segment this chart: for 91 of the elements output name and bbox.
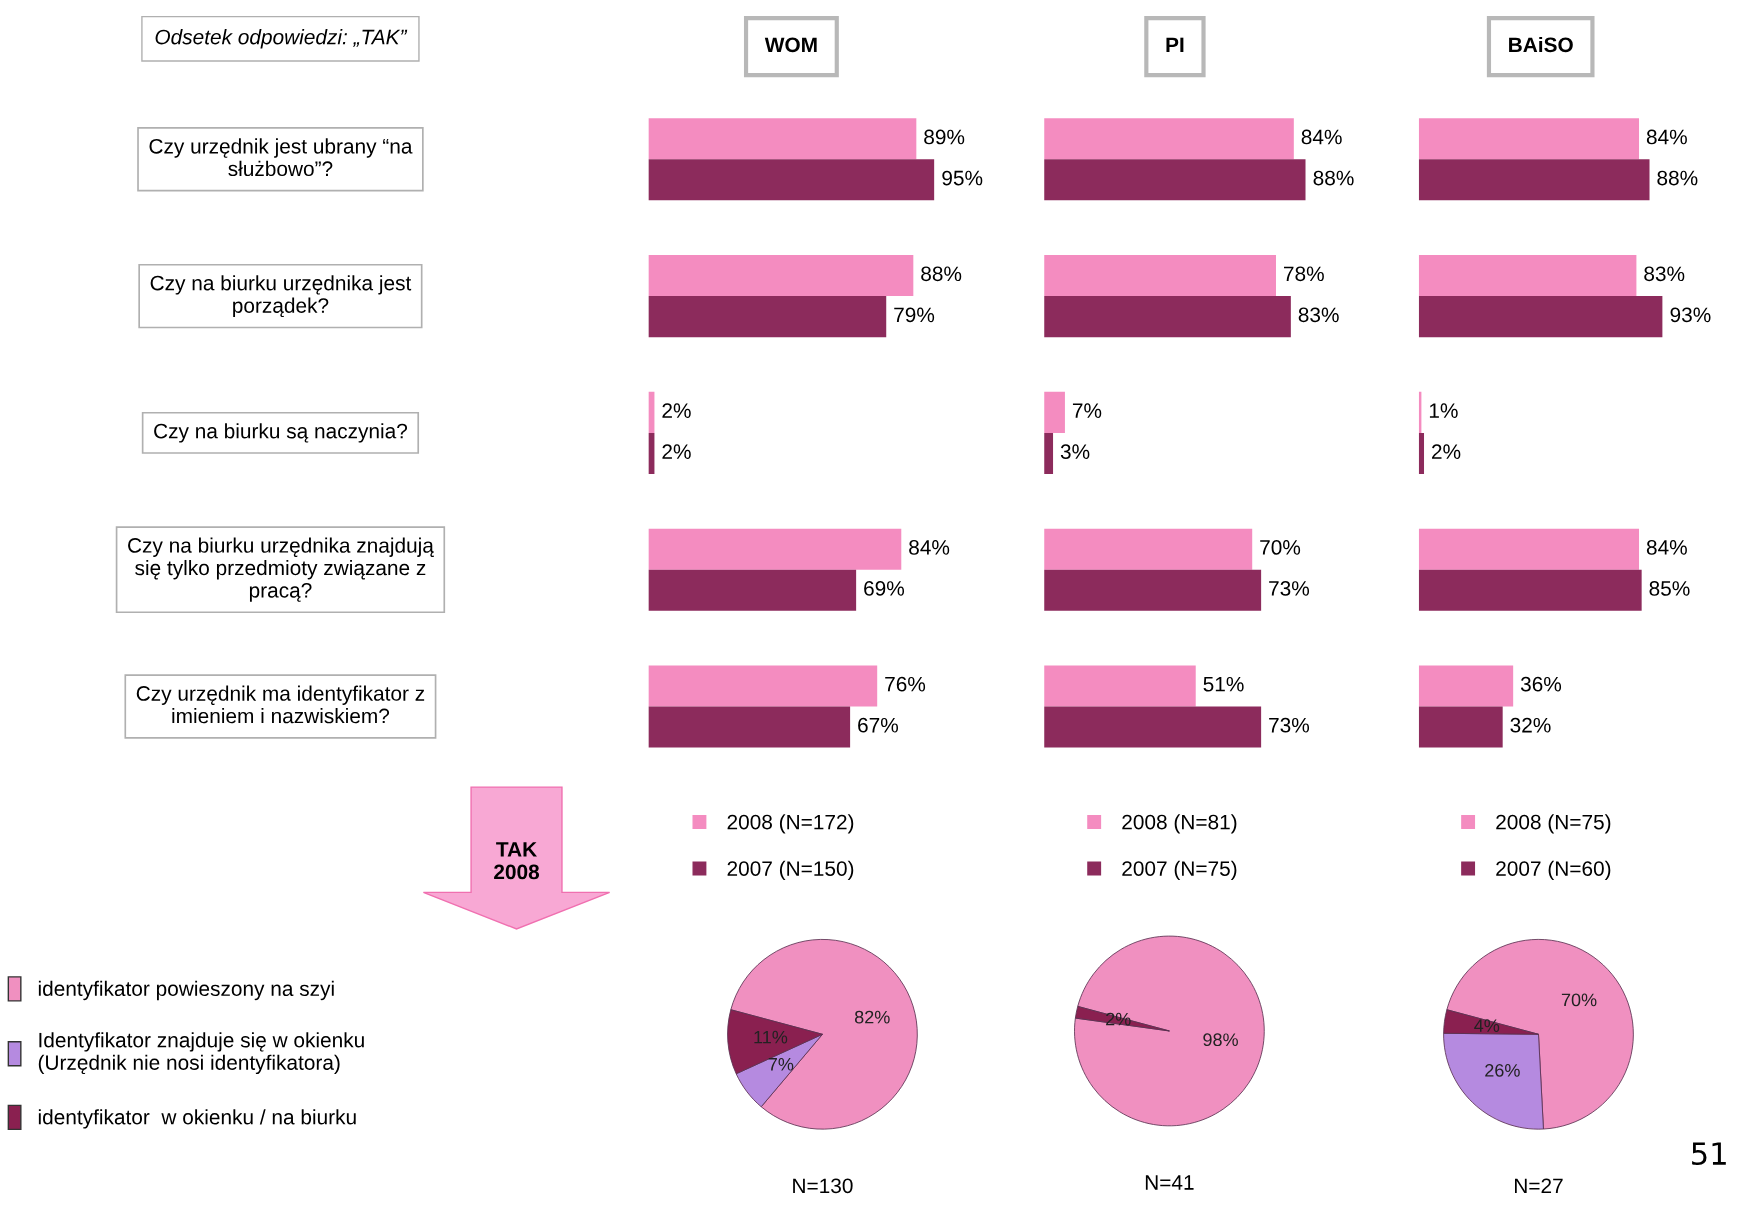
data-label: 70% [1561,993,1597,1007]
pie-slice [730,938,918,1130]
data-label: 2% [1432,444,1461,459]
bar [1418,569,1642,611]
legend-label: 2007 (N=75) [1122,860,1237,881]
text: 51 [1692,1142,1726,1166]
bar [1044,569,1262,611]
bar [1418,432,1425,474]
bar [1418,665,1514,707]
data-label: 73% [1269,581,1310,596]
data-label: 32% [1510,717,1551,733]
legend-label: identyfikator powieszony na szyi [38,980,334,1001]
bar [1044,528,1253,570]
legend-label: Identyfikator znajduje się w okienku (Urzędnik nie nosi identyfikatora) [38,1032,364,1075]
data-label: 76% [885,676,926,692]
bar [1418,296,1663,338]
y-tick-label: Czy na biurku urzędnika jest porządek? [150,275,412,318]
data-label: 51% [1203,676,1244,692]
data-label: 1% [1429,403,1458,418]
chart-title: PI [1166,37,1184,53]
text: Odsetek odpowiedzi: „TAK” [155,29,408,49]
legend-label: 2008 (N=172) [727,814,854,834]
y-tick-label: Czy na biurku urzędnika znajdują się tylko przedmioty związane z pracą? [128,537,434,602]
pie-slice [1074,935,1265,1127]
bar [1418,528,1640,570]
bar [1044,118,1294,160]
bar [1418,118,1640,160]
data-label: 2% [662,403,691,418]
pie-slice [1446,939,1634,1130]
bar [1418,159,1650,201]
data-label: 11% [754,1030,788,1044]
data-label: 26% [1485,1064,1520,1077]
data-label: 84% [909,540,950,555]
data-label: 67% [858,717,899,733]
data-label: 7% [768,1057,794,1071]
y-tick-label: Czy urzędnik jest ubrany “na służbowo”? [149,138,413,177]
data-label: 7% [1072,403,1102,418]
bar [648,118,917,160]
bar [1044,665,1196,707]
chart-title: BAiSO [1509,36,1573,53]
data-label: 84% [1301,129,1342,145]
legend-label: 2008 (N=75) [1496,814,1611,834]
legend-label: 2007 (N=150) [727,860,854,881]
bar [648,665,878,707]
data-label: 78% [1284,266,1324,282]
data-label: 82% [854,1010,890,1024]
data-label: 98% [1203,1033,1238,1047]
legend-label: 2007 (N=60) [1496,860,1611,881]
data-label: 2% [662,444,691,459]
data-label: 79% [894,307,935,323]
bar [1044,706,1262,748]
y-tick-label: Czy na biurku są naczynia? [154,423,408,443]
data-label: 95% [942,170,983,186]
data-label: 69% [864,581,905,596]
data-label: 89% [924,129,965,145]
data-label: 83% [1298,307,1339,323]
data-label: 3% [1060,444,1090,459]
bar [1044,432,1054,474]
bar [1044,159,1306,201]
bar [648,706,851,748]
data-label: 2% [1106,1012,1131,1026]
data-label: 84% [1646,540,1687,555]
data-label: 88% [1313,170,1354,186]
bar [648,528,902,570]
bar [648,159,935,201]
data-label: 83% [1644,266,1685,282]
legend-label: identyfikator w okienku / na biurku [38,1109,356,1129]
data-label: 70% [1260,540,1301,555]
data-label: 85% [1649,581,1690,596]
text: TAK 2008 [494,842,540,880]
bar [1044,296,1291,338]
data-label: 4% [1474,1019,1500,1032]
bar [648,569,857,611]
text: N=41 [1145,1175,1194,1190]
data-label: 84% [1646,129,1687,145]
bar [1418,706,1503,748]
legend-label: 2008 (N=81) [1122,814,1237,834]
data-label: 36% [1520,676,1562,692]
y-tick-label: Czy urzędnik ma identyfikator z imieniem i nazwiskiem? [136,685,425,724]
bar [648,296,887,338]
data-label: 93% [1670,307,1711,323]
data-label: 88% [1657,170,1698,186]
data-label: 73% [1269,717,1310,733]
chart-title: WOM [764,37,817,53]
text: N=27 [1515,1178,1563,1193]
bar [1044,391,1065,433]
data-label: 88% [921,266,962,282]
bar [1418,255,1637,297]
bar [648,255,914,297]
bar [1044,255,1276,297]
text: N=130 [793,1178,853,1194]
